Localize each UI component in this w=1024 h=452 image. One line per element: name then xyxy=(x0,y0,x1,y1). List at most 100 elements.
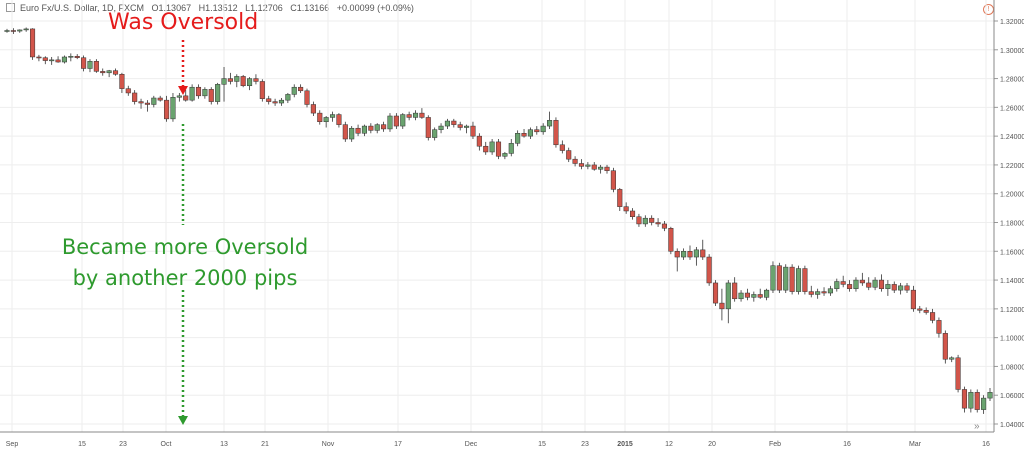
candle-down xyxy=(706,256,712,284)
candle-down xyxy=(910,289,916,310)
candle-down xyxy=(687,251,693,258)
candle-up xyxy=(151,97,157,105)
candle-down xyxy=(55,59,61,63)
x-tick-label: 12 xyxy=(665,441,673,448)
candle-up xyxy=(853,279,859,289)
candle-down xyxy=(119,74,125,89)
candle-up xyxy=(278,99,285,104)
candle-up xyxy=(438,125,444,130)
y-tick-label: 1.28000 xyxy=(1000,77,1024,84)
candle-down xyxy=(559,144,565,151)
candle-up xyxy=(598,166,604,170)
x-tick-label: 16 xyxy=(843,441,851,448)
candle-down xyxy=(840,281,846,285)
candle-down xyxy=(272,101,278,104)
candle-down xyxy=(923,310,929,313)
candle-down xyxy=(164,99,170,120)
candle-down xyxy=(744,292,750,298)
candle-down xyxy=(917,308,923,311)
candle-up xyxy=(49,59,55,62)
candle-down xyxy=(521,133,527,137)
candle-up xyxy=(508,143,514,154)
candle-up xyxy=(444,120,450,127)
candle-down xyxy=(81,57,87,69)
candle-down xyxy=(451,120,457,125)
candle-down xyxy=(317,112,323,123)
candle-up xyxy=(872,279,878,288)
x-tick-label: 13 xyxy=(220,441,228,448)
candle-down xyxy=(195,86,202,97)
candle-down xyxy=(355,127,361,134)
candle-up xyxy=(783,266,789,291)
candle-down xyxy=(757,294,763,298)
candle-down xyxy=(712,282,719,304)
candle-up xyxy=(4,30,10,32)
candle-up xyxy=(502,153,508,157)
candle-up xyxy=(329,114,336,118)
candle-down xyxy=(266,98,272,102)
candle-down xyxy=(42,57,48,61)
candle-down xyxy=(974,392,980,410)
candle-up xyxy=(751,294,757,298)
x-tick-label: Oct xyxy=(161,441,172,448)
candle-down xyxy=(183,95,189,101)
candle-down xyxy=(866,282,872,288)
candle-down xyxy=(904,285,910,291)
candle-down xyxy=(93,61,99,72)
x-tick-label: 17 xyxy=(394,441,402,448)
y-tick-label: 1.08000 xyxy=(1000,364,1024,371)
candle-down xyxy=(955,357,961,390)
candle-up xyxy=(642,217,648,225)
candle-down xyxy=(310,104,316,114)
candle-up xyxy=(489,141,495,153)
candle-up xyxy=(585,164,591,167)
candle-down xyxy=(406,114,412,118)
candle-up xyxy=(885,284,891,289)
y-tick-label: 1.18000 xyxy=(1000,221,1024,228)
annotation-line-2: by another 2000 pips xyxy=(72,266,298,290)
x-tick-label: 23 xyxy=(581,441,589,448)
candle-down xyxy=(655,222,661,225)
candle-down xyxy=(566,150,572,160)
candle-down xyxy=(808,291,814,295)
open-value: O1.13067 xyxy=(151,3,192,13)
candle-down xyxy=(304,90,310,105)
close-value: C1.13166 xyxy=(290,3,330,13)
candle-up xyxy=(170,97,176,120)
candle-down xyxy=(610,170,616,190)
candle-up xyxy=(540,125,546,133)
candle-down xyxy=(10,30,16,32)
candle-down xyxy=(29,28,36,58)
candle-up xyxy=(361,125,368,134)
candle-up xyxy=(738,292,744,300)
candle-up xyxy=(247,78,253,87)
candle-down xyxy=(425,117,431,138)
high-value: H1.13512 xyxy=(198,3,238,13)
candle-up xyxy=(770,265,776,291)
candle-up xyxy=(285,94,291,101)
candle-up xyxy=(834,281,840,289)
candle-down xyxy=(604,166,610,171)
candle-up xyxy=(412,112,419,118)
candle-down xyxy=(457,124,463,128)
candle-down xyxy=(208,89,214,102)
change-value: +0.00099 (+0.09%) xyxy=(336,3,414,13)
candle-down xyxy=(483,145,489,153)
candle-down xyxy=(629,210,636,217)
candle-up xyxy=(764,289,770,298)
x-tick-label: 20 xyxy=(708,441,716,448)
candle-up xyxy=(189,86,195,101)
candle-down xyxy=(789,266,795,292)
scroll-to-end-icon[interactable]: » xyxy=(974,421,980,432)
candle-down xyxy=(259,81,265,99)
candle-down xyxy=(368,125,374,131)
x-tick-label: 2015 xyxy=(617,441,633,448)
candle-down xyxy=(847,284,853,289)
candle-down xyxy=(942,333,948,360)
x-tick-label: 21 xyxy=(261,441,269,448)
x-tick-label: 15 xyxy=(78,441,86,448)
candle-down xyxy=(393,115,399,127)
candle-down xyxy=(821,291,827,294)
candle-down xyxy=(936,320,942,334)
